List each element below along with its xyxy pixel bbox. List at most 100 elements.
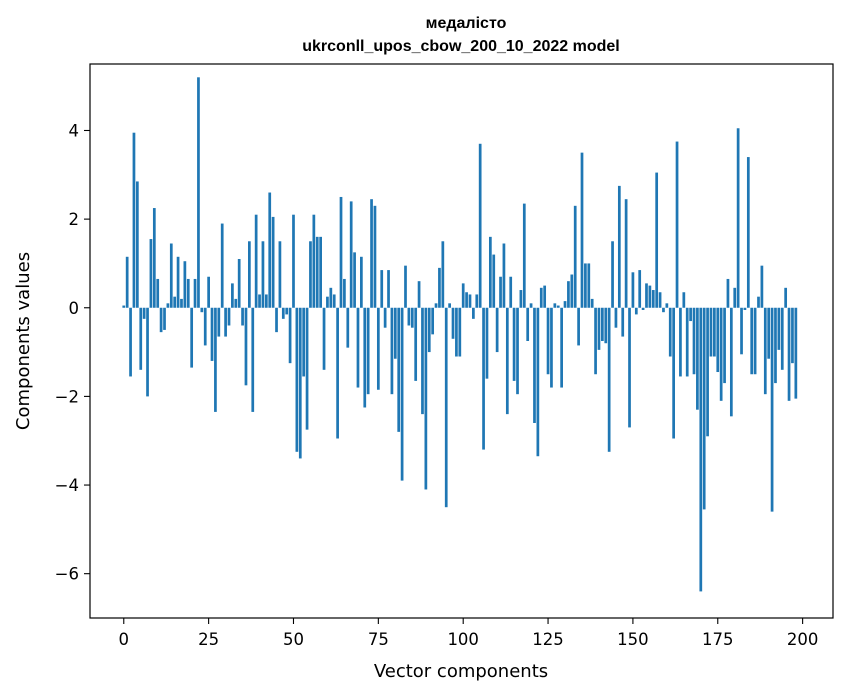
bar: [774, 307, 777, 384]
bar: [441, 241, 445, 308]
bar: [475, 294, 479, 308]
bar: [638, 270, 642, 308]
bar: [326, 296, 329, 308]
bar: [448, 303, 451, 308]
bar: [268, 192, 272, 308]
bar: [261, 241, 265, 308]
bar: [278, 241, 282, 308]
x-tick-label: 200: [787, 630, 819, 649]
bar: [414, 307, 418, 381]
bar: [302, 307, 306, 377]
bar: [319, 236, 322, 308]
bar: [553, 303, 557, 308]
bar: [404, 265, 407, 308]
bar: [227, 307, 231, 326]
bar: [156, 278, 160, 308]
bar: [390, 307, 394, 395]
bar-series: [122, 77, 798, 592]
bar: [281, 307, 285, 319]
bar: [248, 241, 251, 308]
bar: [329, 287, 333, 308]
bar: [200, 307, 204, 313]
bar: [322, 307, 326, 370]
bar: [244, 307, 248, 386]
bar: [264, 294, 268, 308]
bar: [488, 236, 492, 308]
bar: [533, 307, 536, 423]
y-tick-label: 4: [69, 121, 80, 140]
bar: [146, 307, 149, 397]
x-tick-label: 0: [119, 630, 130, 649]
chart-title-line-2: ukrconll_upos_cbow_200_10_2022 model: [302, 38, 619, 55]
x-tick-label: 150: [617, 630, 649, 649]
bar: [166, 303, 170, 308]
bar: [163, 307, 166, 330]
bar: [353, 252, 356, 308]
bar: [417, 281, 421, 308]
bar: [285, 307, 289, 315]
x-axis-ticks: 0 25 50 75 100 125 150 175 200: [119, 618, 819, 649]
bar: [444, 307, 448, 508]
bar: [214, 307, 217, 412]
bar: [332, 294, 336, 308]
bar: [685, 307, 689, 377]
bar: [509, 276, 513, 308]
bar: [791, 307, 794, 364]
bar: [472, 307, 475, 319]
bar: [716, 307, 720, 373]
bar: [784, 287, 788, 308]
bar: [180, 298, 183, 308]
bar: [692, 307, 696, 375]
bar: [298, 307, 302, 459]
bar: [210, 307, 214, 361]
chart-title-line-1: медалісто: [426, 15, 507, 32]
bar: [241, 307, 244, 326]
bar: [648, 285, 652, 308]
bar: [431, 307, 435, 335]
bar: [373, 205, 377, 308]
bar: [607, 307, 611, 452]
bar: [746, 157, 750, 308]
bar: [624, 199, 628, 308]
bar: [495, 307, 499, 353]
bar: [363, 307, 367, 408]
y-tick-label: 2: [69, 210, 80, 229]
x-axis-label: Vector components: [374, 661, 548, 682]
bar: [492, 254, 496, 308]
bar: [780, 307, 784, 370]
bar: [597, 307, 601, 350]
bar: [753, 307, 757, 375]
bar: [427, 307, 431, 353]
bar: [641, 307, 645, 310]
bar: [193, 278, 197, 308]
bar: [536, 307, 540, 457]
bar: [217, 307, 221, 337]
bar: [451, 307, 455, 339]
bar: [271, 216, 275, 308]
bar: [672, 307, 675, 439]
bar: [424, 307, 428, 490]
bar: [254, 214, 258, 308]
bar: [702, 307, 706, 510]
bar: [787, 307, 791, 401]
bar: [234, 298, 238, 308]
bar: [397, 307, 401, 432]
bar: [539, 287, 543, 308]
x-tick-label: 50: [283, 630, 304, 649]
bar: [556, 305, 560, 308]
bar: [658, 292, 662, 308]
bar: [665, 303, 669, 308]
bar: [186, 278, 190, 308]
bar: [482, 307, 485, 450]
bar: [505, 307, 509, 415]
bar: [197, 77, 200, 308]
bar: [356, 307, 360, 388]
bar: [770, 307, 774, 512]
bar: [478, 143, 482, 308]
bar: [634, 307, 638, 315]
x-tick-label: 75: [368, 630, 389, 649]
bar: [757, 296, 760, 308]
x-tick-label: 25: [198, 630, 219, 649]
bar: [305, 307, 309, 430]
